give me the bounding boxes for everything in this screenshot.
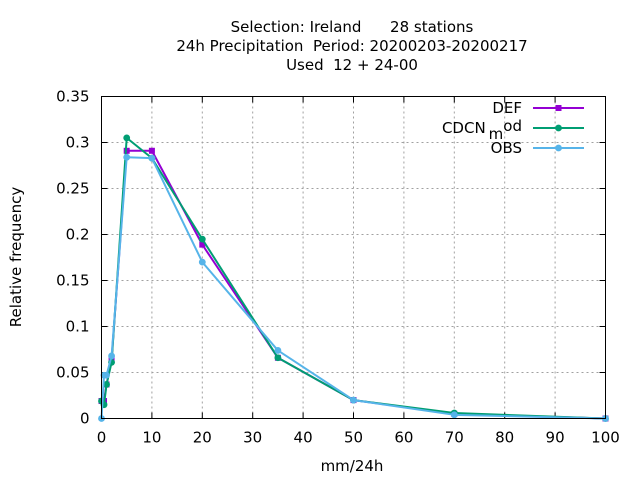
data-point xyxy=(103,381,110,388)
legend-entry: OBS xyxy=(491,139,584,157)
y-tick-label: 0.1 xyxy=(66,318,90,336)
data-point xyxy=(123,153,131,161)
x-tick-label: 30 xyxy=(243,429,262,447)
legend-entry: DEF xyxy=(492,99,584,117)
x-tick-label: 0 xyxy=(97,429,107,447)
data-point xyxy=(350,396,357,404)
data-point xyxy=(198,258,206,266)
legend-label: CDCN mod xyxy=(442,117,522,143)
y-tick-label: 0.3 xyxy=(66,134,90,152)
title-line-3: Used 12 + 24-00 xyxy=(286,56,418,74)
data-point xyxy=(450,411,458,419)
data-point xyxy=(198,235,206,243)
legend-marker xyxy=(555,124,562,132)
y-axis-label: Relative frequency xyxy=(7,187,25,328)
data-point xyxy=(199,241,206,248)
data-point xyxy=(274,347,282,354)
data-point xyxy=(274,354,282,362)
x-tick-label: 100 xyxy=(591,429,620,447)
x-tick-label: 40 xyxy=(294,429,313,447)
y-tick-label: 0.05 xyxy=(56,364,89,382)
data-point xyxy=(103,371,110,379)
ticks: 0 10 20 30 40 50 60 70 80 90 100 0 0.05 0.1 0.15 0.2 0.2… xyxy=(56,88,620,447)
plot-frame xyxy=(101,96,606,419)
x-axis-label: mm/24h xyxy=(321,457,384,475)
y-tick-label: 0.15 xyxy=(56,272,89,290)
x-tick-label: 50 xyxy=(344,429,363,447)
data-point xyxy=(148,147,155,154)
x-tick-label: 20 xyxy=(193,429,212,447)
legend-marker xyxy=(555,105,562,111)
legend-label: DEF xyxy=(492,99,522,117)
x-tick-label: 70 xyxy=(445,429,464,447)
chart-title: Selection: Ireland 28 stations 24h Preci… xyxy=(176,18,527,74)
x-tick-label: 80 xyxy=(495,429,514,447)
series-layer xyxy=(98,134,609,422)
data-point xyxy=(123,134,131,142)
data-point xyxy=(148,154,156,162)
y-tick-label: 0.35 xyxy=(56,88,89,106)
y-tick-label: 0 xyxy=(80,410,90,428)
y-tick-label: 0.2 xyxy=(66,226,90,244)
x-tick-label: 60 xyxy=(394,429,413,447)
data-point xyxy=(108,352,115,360)
y-tick-label: 0.25 xyxy=(56,180,89,198)
legend-entry: CDCN mod xyxy=(442,117,584,143)
legend-marker xyxy=(555,144,562,152)
title-line-1: Selection: Ireland 28 stations xyxy=(231,18,474,36)
x-tick-label: 90 xyxy=(546,429,565,447)
title-line-2: 24h Precipitation Period: 20200203-20200… xyxy=(176,37,527,55)
x-tick-label: 10 xyxy=(142,429,161,447)
grid xyxy=(101,96,606,419)
legend-label: OBS xyxy=(491,139,522,157)
